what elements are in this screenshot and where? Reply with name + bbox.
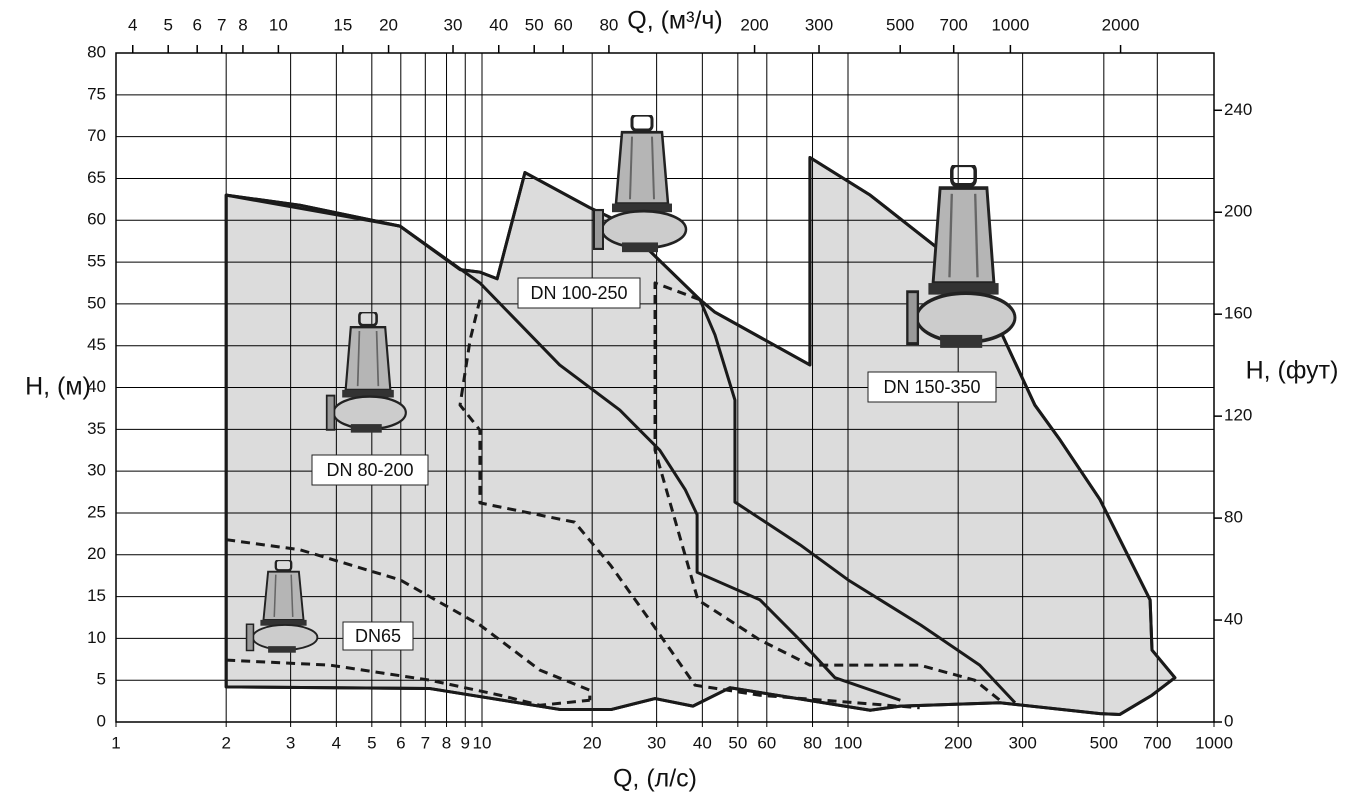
x-tick-label: 1	[111, 733, 120, 752]
x-tick-label: 2	[221, 733, 230, 752]
x2-tick-label: 700	[940, 15, 968, 34]
x-tick-label: 30	[647, 733, 666, 752]
x-tick-label: 60	[757, 733, 776, 752]
y-tick-label: 75	[87, 84, 106, 103]
x-axis-title: Q, (л/с)	[613, 765, 697, 793]
x2-tick-label: 1000	[991, 15, 1029, 34]
y2-tick-label: 120	[1224, 406, 1252, 425]
y2-axis-title: H, (фут)	[1246, 357, 1339, 385]
curve	[458, 299, 920, 710]
pump-icon	[592, 115, 688, 254]
x-tick-label: 80	[803, 733, 822, 752]
y-tick-label: 45	[87, 335, 106, 354]
x2-tick-label: 6	[192, 15, 201, 34]
x2-tick-label: 4	[128, 15, 137, 34]
curve	[226, 658, 590, 707]
curve	[698, 299, 1017, 704]
y2-tick-label: 80	[1224, 508, 1243, 527]
curve	[653, 281, 1001, 702]
label-frame	[342, 621, 414, 651]
x-tick-label: 20	[583, 733, 602, 752]
y-tick-label: 80	[87, 42, 106, 61]
x-tick-label: 9	[461, 733, 470, 752]
x-tick-label: 5	[367, 733, 376, 752]
x-tick-label: 100	[834, 733, 862, 752]
y-tick-label: 40	[87, 377, 106, 396]
y-tick-label: 15	[87, 586, 106, 605]
label-frame	[867, 371, 997, 403]
x2-tick-label: 500	[886, 15, 914, 34]
y-tick-label: 35	[87, 419, 106, 438]
y-tick-label: 20	[87, 544, 106, 563]
y-tick-label: 60	[87, 210, 106, 229]
curve-label: DN 80-200	[326, 460, 413, 480]
y2-tick-label: 160	[1224, 304, 1252, 323]
curve-label: DN 150-350	[883, 377, 980, 397]
y-tick-label: 0	[97, 711, 106, 730]
x2-tick-label: 80	[599, 15, 618, 34]
curve-label: DN65	[355, 626, 401, 646]
y-tick-label: 5	[97, 670, 106, 689]
x-tick-label: 8	[442, 733, 451, 752]
y2-tick-label: 40	[1224, 610, 1243, 629]
x-tick-label: 7	[421, 733, 430, 752]
label-frame	[311, 454, 429, 486]
y-tick-label: 30	[87, 461, 106, 480]
x2-tick-label: 20	[379, 15, 398, 34]
x-tick-label: 700	[1143, 733, 1171, 752]
y2-tick-label: 0	[1224, 711, 1233, 730]
x2-tick-label: 10	[269, 15, 288, 34]
x2-tick-label: 60	[554, 15, 573, 34]
curve	[225, 538, 592, 701]
x-tick-label: 1000	[1195, 733, 1233, 752]
x2-tick-label: 30	[444, 15, 463, 34]
x2-tick-label: 7	[217, 15, 226, 34]
y2-tick-label: 200	[1224, 202, 1252, 221]
x2-tick-label: 40	[489, 15, 508, 34]
x2-tick-label: 8	[238, 15, 247, 34]
x2-tick-label: 200	[740, 15, 768, 34]
x-tick-label: 200	[944, 733, 972, 752]
y-tick-label: 65	[87, 168, 106, 187]
label-frame	[517, 277, 641, 309]
x2-axis-title: Q, (м³/ч)	[627, 7, 722, 35]
y-tick-label: 55	[87, 252, 106, 271]
x-tick-label: 50	[728, 733, 747, 752]
x2-tick-label: 50	[525, 15, 544, 34]
x-tick-label: 6	[396, 733, 405, 752]
y-tick-label: 25	[87, 502, 106, 521]
plot-frame	[115, 52, 1215, 723]
x-tick-label: 40	[693, 733, 712, 752]
curve	[225, 193, 901, 702]
y2-tick-label: 240	[1224, 100, 1252, 119]
x2-tick-label: 300	[805, 15, 833, 34]
x-tick-label: 10	[473, 733, 492, 752]
x-tick-label: 300	[1008, 733, 1036, 752]
label-box: DN 80-200 DN 100-250 DN 150-350 DN65	[311, 277, 997, 651]
y-tick-label: 50	[87, 293, 106, 312]
curve-label: DN 100-250	[530, 283, 627, 303]
y-tick-label: 10	[87, 628, 106, 647]
x2-tick-label: 15	[333, 15, 352, 34]
x2-tick-label: 5	[163, 15, 172, 34]
x-tick-label: 500	[1090, 733, 1118, 752]
x2-tick-label: 2000	[1102, 15, 1140, 34]
y-tick-label: 70	[87, 126, 106, 145]
x-tick-label: 4	[332, 733, 341, 752]
y-axis-title: H, (м)	[25, 373, 91, 401]
x-tick-label: 3	[286, 733, 295, 752]
